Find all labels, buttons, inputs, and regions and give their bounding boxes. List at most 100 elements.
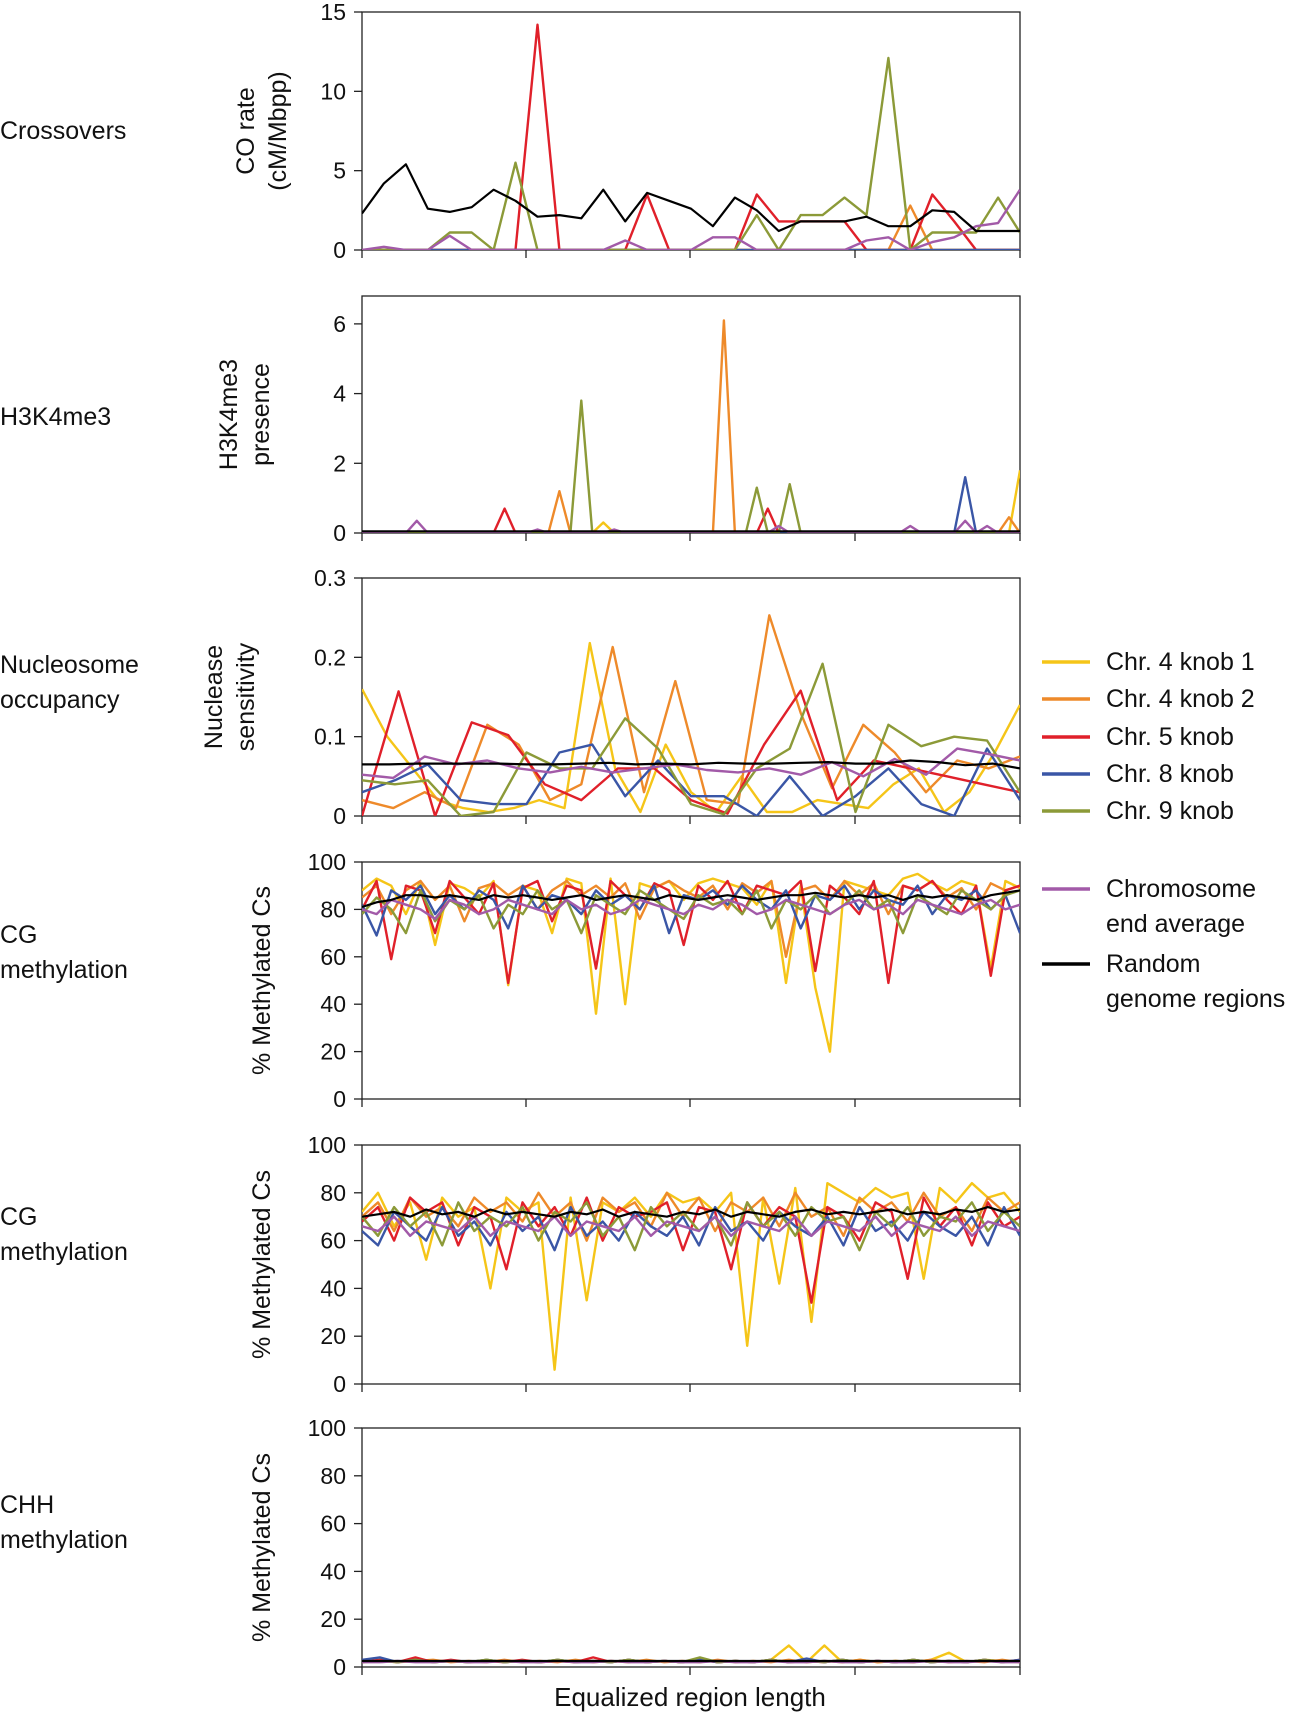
series-line-random-genome-regions: [362, 163, 1020, 233]
series-line-chr-5-knob: [362, 689, 1020, 816]
plot-frame: [361, 11, 1021, 251]
y-tick-label: 20: [320, 1323, 346, 1349]
panel-6: CHH methylation % Methylated Cs 0 20 40 60 80 10…: [0, 1415, 1021, 1680]
y-axis-label: % Methylated Cs: [248, 1453, 276, 1642]
series-group: [362, 614, 1020, 816]
y-axis-label: % Methylated Cs: [248, 886, 276, 1075]
row-label: CG methylation: [0, 1203, 128, 1266]
y-axis-label: CO rate (cM/Mbpp): [232, 71, 292, 190]
legend-label: Chr. 8 knob: [1106, 760, 1234, 788]
series-line-chromosome-end-average: [362, 898, 1020, 921]
series-line-random-genome-regions: [362, 759, 1020, 770]
y-tick-label: 2: [333, 450, 346, 476]
panel-4: CG methylation % Methylated Cs 0 20 40 60 80 100: [0, 849, 1021, 1112]
y-tick-label: 80: [320, 896, 346, 922]
y-axis-label: H3K4me3 presence: [215, 359, 275, 470]
y-tick-label: 0: [333, 1371, 346, 1397]
series-line-chr-9-knob: [362, 1201, 1020, 1252]
plot-frame: [361, 1144, 1021, 1385]
legend-item: Chr. 9 knob: [1042, 797, 1234, 825]
y-tick-label: 20: [320, 1039, 346, 1065]
series-line-chr-8-knob: [362, 743, 1020, 816]
panel-3: Nucleosome occupancy Nuclease sensitivity 0 0…: [0, 565, 1021, 829]
legend-item: Chr. 4 knob 2: [1042, 685, 1255, 713]
y-tick-label: 60: [320, 1228, 346, 1254]
legend-item: Chr. 5 knob: [1042, 723, 1234, 751]
y-tick-label: 15: [320, 0, 346, 25]
series-line-random-genome-regions: [362, 1205, 1020, 1218]
series-line-chr-4-knob-1: [362, 470, 1020, 533]
legend-label: Chr. 5 knob: [1106, 723, 1234, 751]
y-tick-label: 100: [308, 1132, 346, 1158]
y-tick-label: 40: [320, 1275, 346, 1301]
y-tick-label: 80: [320, 1180, 346, 1206]
series-line-chr-4-knob-2: [362, 1191, 1020, 1242]
series-group: [362, 23, 1020, 250]
series-line-chr-8-knob: [362, 884, 1020, 937]
panels: Crossovers CO rate (cM/Mbpp) 0 5 10 15 H3K4me3 H…: [0, 0, 1021, 1680]
y-tick-label: 0.2: [314, 644, 346, 670]
y-tick-label: 20: [320, 1606, 346, 1632]
row-label: H3K4me3: [0, 403, 111, 431]
y-tick-label: 80: [320, 1463, 346, 1489]
y-tick-label: 4: [333, 381, 346, 407]
x-axis-label: Equalized region length: [554, 1682, 826, 1712]
y-tick-label: 6: [333, 311, 346, 337]
y-tick-label: 40: [320, 991, 346, 1017]
series-line-chr-8-knob: [362, 476, 1020, 533]
series-line-chr-5-knob: [362, 879, 1020, 985]
series-line-chr-9-knob: [362, 889, 1020, 935]
series-line-chromosome-end-average: [362, 747, 1020, 780]
series-line-chr-5-knob: [362, 23, 1020, 250]
series-line-chr-4-knob-2: [362, 204, 1020, 250]
y-axis-label: % Methylated Cs: [248, 1170, 276, 1359]
series-group: [362, 1644, 1020, 1664]
legend-label: Chr. 4 knob 1: [1106, 648, 1255, 676]
row-label: CG methylation: [0, 921, 128, 984]
y-tick-label: 60: [320, 944, 346, 970]
y-tick-label: 0.3: [314, 565, 346, 591]
legend-item: Chromosome end average: [1042, 875, 1256, 938]
plot-frame: [361, 577, 1021, 817]
series-line-random-genome-regions: [362, 889, 1020, 909]
y-tick-label: 0: [333, 237, 346, 263]
y-tick-label: 60: [320, 1511, 346, 1537]
legend-item: Random genome regions: [1042, 950, 1285, 1013]
plot-frame: [361, 1427, 1021, 1668]
series-line-chromosome-end-average: [362, 1215, 1020, 1238]
y-tick-label: 0: [333, 1654, 346, 1680]
y-tick-label: 0: [333, 1086, 346, 1112]
row-label: Nucleosome occupancy: [0, 651, 139, 714]
series-line-chr-4-knob-2: [362, 319, 1020, 533]
y-tick-label: 5: [333, 158, 346, 184]
row-label: Crossovers: [0, 117, 126, 145]
series-line-chr-5-knob: [362, 507, 1020, 533]
series-line-chr-9-knob: [362, 399, 1020, 533]
legend-item: Chr. 8 knob: [1042, 760, 1234, 788]
y-tick-label: 100: [308, 1415, 346, 1441]
y-tick-label: 40: [320, 1558, 346, 1584]
legend-label: Chr. 4 knob 2: [1106, 685, 1255, 713]
panel-5: CG methylation % Methylated Cs 0 20 40 60 80 100: [0, 1132, 1021, 1397]
series-line-chr-9-knob: [362, 56, 1020, 250]
series-group: [362, 1181, 1020, 1371]
series-line-chr-4-knob-1: [362, 872, 1020, 1053]
plot-frame: [361, 861, 1021, 1100]
y-axis-label: Nuclease sensitivity: [200, 642, 260, 751]
legend-label: Random genome regions: [1106, 950, 1285, 1013]
y-tick-label: 10: [320, 78, 346, 104]
y-tick-label: 100: [308, 849, 346, 875]
legend-item: Chr. 4 knob 1: [1042, 648, 1255, 676]
series-line-chromosome-end-average: [362, 1659, 1020, 1664]
legend: Chr. 4 knob 1 Chr. 4 knob 2 Chr. 5 knob Chr…: [1042, 648, 1285, 1013]
series-line-chr-4-knob-1: [362, 1181, 1020, 1371]
legend-label: Chromosome end average: [1106, 875, 1256, 938]
y-tick-label: 0.1: [314, 724, 346, 750]
panel-1: Crossovers CO rate (cM/Mbpp) 0 5 10 15: [0, 0, 1021, 263]
series-line-chr-4-knob-2: [362, 614, 1020, 810]
series-group: [362, 319, 1020, 533]
series-group: [362, 872, 1020, 1053]
series-line-chr-9-knob: [362, 662, 1020, 816]
plot-frame: [361, 295, 1021, 534]
